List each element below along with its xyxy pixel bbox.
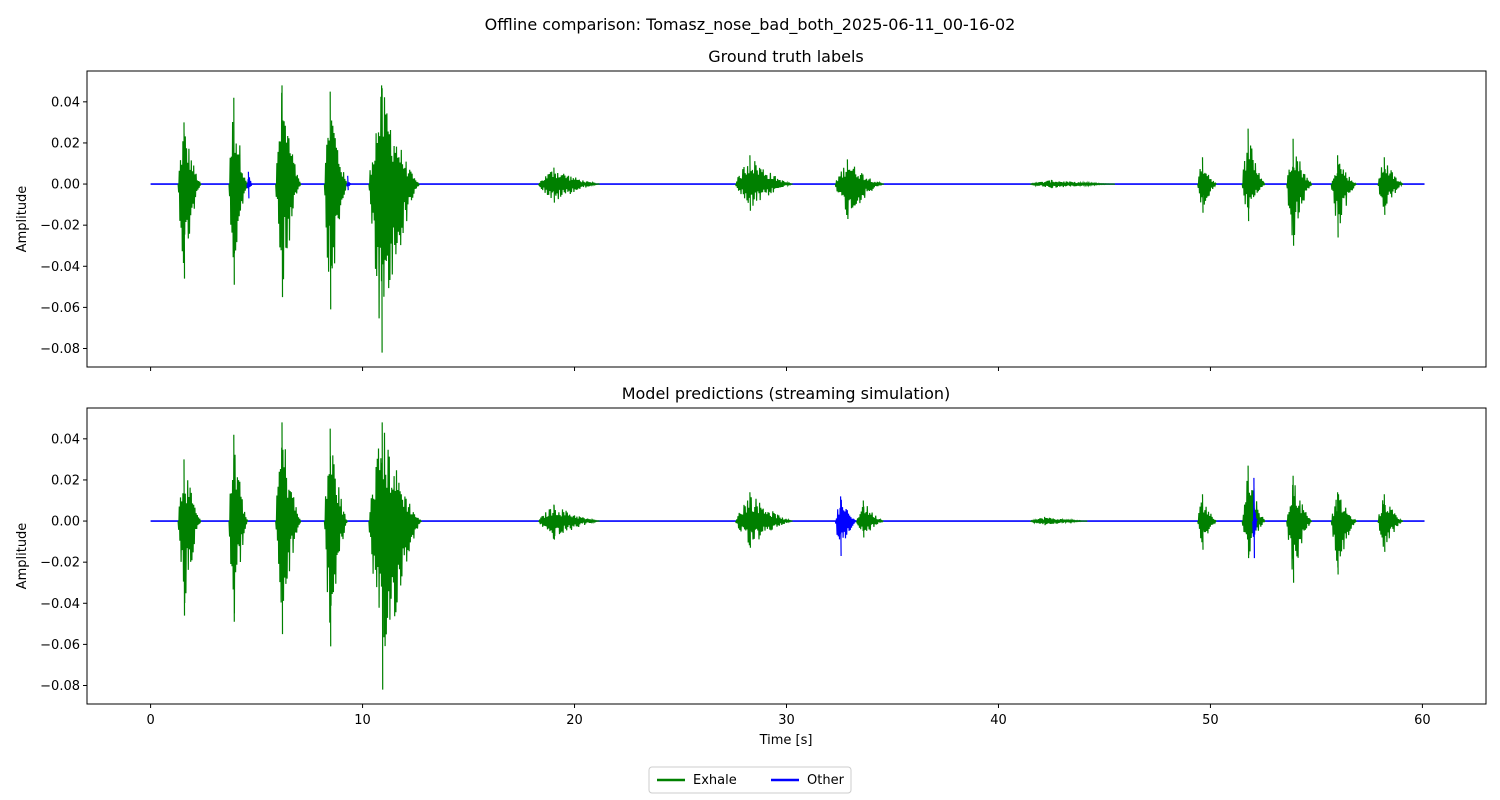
y-tick-label: −0.04 xyxy=(40,597,80,612)
x-tick-label: 60 xyxy=(1414,713,1431,728)
y-tick-label: −0.06 xyxy=(40,301,80,316)
y-axis-label: Amplitude xyxy=(15,186,30,253)
y-tick-label: 0.02 xyxy=(51,136,80,151)
y-tick-label: 0.00 xyxy=(51,515,80,530)
x-tick-label: 30 xyxy=(778,713,795,728)
series-layer xyxy=(150,85,1425,353)
legend: Exhale Other xyxy=(648,766,852,794)
burst-exhale-8 xyxy=(735,155,793,211)
burst-exhale-4 xyxy=(323,91,348,310)
burst-exhale-14 xyxy=(1330,155,1357,238)
burst-exhale-6 xyxy=(368,85,420,353)
panel-model-predictions: Model predictions (streaming simulation)… xyxy=(15,384,1487,748)
burst-exhale-14 xyxy=(1330,492,1357,575)
x-tick-label: 0 xyxy=(146,713,154,728)
burst-exhale-15 xyxy=(1377,494,1404,552)
burst-other-7 xyxy=(834,496,857,557)
burst-exhale-3 xyxy=(323,428,348,647)
panel-title: Model predictions (streaming simulation) xyxy=(622,384,951,403)
y-tick-label: −0.08 xyxy=(40,342,80,357)
burst-exhale-9 xyxy=(1030,516,1088,526)
x-axis-label: Time [s] xyxy=(759,733,813,748)
burst-exhale-9 xyxy=(834,159,884,220)
burst-exhale-10 xyxy=(1030,179,1115,189)
burst-exhale-13 xyxy=(1286,475,1313,583)
plot-area: −0.08 −0.06 −0.04 −0.02 0.00 0.02 0.04 0 10 20 30 4… xyxy=(40,407,1487,728)
y-tick-label: 0.00 xyxy=(51,178,80,193)
burst-exhale-10 xyxy=(1197,494,1217,550)
y-tick-label: 0.02 xyxy=(51,473,80,488)
burst-exhale-1 xyxy=(228,434,249,622)
legend-label-other: Other xyxy=(807,773,845,788)
burst-exhale-11 xyxy=(1197,157,1217,213)
burst-exhale-13 xyxy=(1286,138,1313,246)
burst-exhale-12 xyxy=(1241,128,1266,222)
y-tick-label: −0.06 xyxy=(40,638,80,653)
burst-exhale-3 xyxy=(275,85,302,298)
plot-area: −0.08 −0.06 −0.04 −0.02 0.00 0.02 0.04 xyxy=(40,70,1487,371)
burst-exhale-5 xyxy=(538,504,600,540)
burst-other-12 xyxy=(1252,477,1258,559)
burst-other-2 xyxy=(246,171,253,199)
y-tick-label: 0.04 xyxy=(51,95,80,110)
y-tick-label: 0.04 xyxy=(51,432,80,447)
burst-exhale-8 xyxy=(855,500,884,538)
burst-exhale-2 xyxy=(275,422,302,635)
y-tick-label: −0.04 xyxy=(40,260,80,275)
legend-frame xyxy=(648,766,852,794)
burst-exhale-6 xyxy=(735,492,793,548)
x-tick-label: 50 xyxy=(1202,713,1219,728)
panel-title: Ground truth labels xyxy=(708,47,863,66)
y-tick-label: −0.02 xyxy=(40,219,80,234)
y-axis-label: Amplitude xyxy=(15,523,30,590)
burst-exhale-0 xyxy=(177,122,202,279)
y-tick-label: −0.08 xyxy=(40,679,80,694)
burst-other-5 xyxy=(346,175,352,191)
burst-exhale-7 xyxy=(537,167,600,203)
panel-ground-truth: Ground truth labels Amplitude −0.08 −0.06… xyxy=(15,47,1487,371)
burst-exhale-15 xyxy=(1377,157,1404,215)
x-tick-label: 10 xyxy=(354,713,371,728)
burst-exhale-4 xyxy=(368,422,423,690)
axes-frame xyxy=(86,70,1487,368)
x-tick-label: 40 xyxy=(990,713,1007,728)
x-tick-label: 20 xyxy=(566,713,583,728)
y-tick-label: −0.02 xyxy=(40,556,80,571)
axes-frame xyxy=(86,407,1487,705)
legend-label-exhale: Exhale xyxy=(693,773,737,788)
burst-exhale-0 xyxy=(177,459,202,616)
figure-suptitle: Offline comparison: Tomasz_nose_bad_both… xyxy=(485,15,1016,35)
burst-exhale-1 xyxy=(228,97,249,285)
series-layer xyxy=(150,422,1425,690)
